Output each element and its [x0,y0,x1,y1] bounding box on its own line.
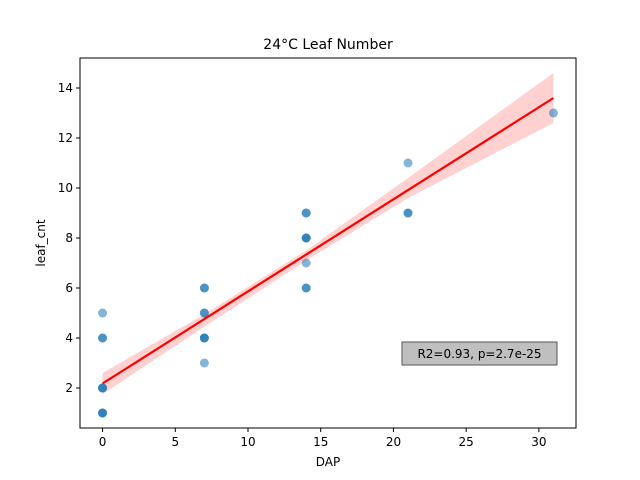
stats-annotation-box [401,341,558,366]
stats-annotation: R2=0.93, p=2.7e-25 [401,341,558,366]
data-point [301,233,311,243]
x-tick-label: 5 [171,435,179,449]
y-tick-label: 10 [58,181,73,195]
x-tick-label: 15 [313,435,328,449]
data-point [548,108,558,118]
y-tick-label: 6 [65,281,73,295]
x-tick-label: 30 [531,435,546,449]
x-tick-label: 10 [240,435,255,449]
data-point [98,308,108,318]
x-axis-ticks: 0 5 10 15 20 25 30 [99,428,547,449]
y-tick-label: 2 [65,381,73,395]
chart-title: 24°C Leaf Number [263,37,393,53]
data-point [301,283,311,293]
y-tick-label: 12 [58,131,73,145]
data-point [301,208,311,218]
confidence-band [102,73,554,395]
fit-line-layer [101,97,555,385]
data-point [403,208,413,218]
confidence-band-layer [102,73,554,395]
y-axis-label: leaf_cnt [34,219,48,266]
x-axis-label: DAP [316,455,340,469]
y-tick-label: 14 [58,81,73,95]
data-point [98,408,108,418]
data-point [199,333,209,343]
x-tick-label: 25 [459,435,474,449]
axes-frame [79,57,577,429]
data-point [301,258,311,268]
data-point [98,333,108,343]
y-tick-label: 4 [65,331,73,345]
y-tick-label: 8 [65,231,73,245]
stats-annotation-text: R2=0.93, p=2.7e-25 [417,347,541,361]
y-axis-ticks: 2 4 6 8 10 12 14 [58,81,80,395]
points-layer [98,108,558,418]
data-point [403,158,413,168]
plot-area [98,73,558,418]
data-point [199,283,209,293]
data-point [199,308,209,318]
regression-line [101,97,555,385]
x-tick-label: 0 [99,435,107,449]
data-point [199,358,209,368]
data-point [98,383,108,393]
x-tick-label: 20 [386,435,401,449]
